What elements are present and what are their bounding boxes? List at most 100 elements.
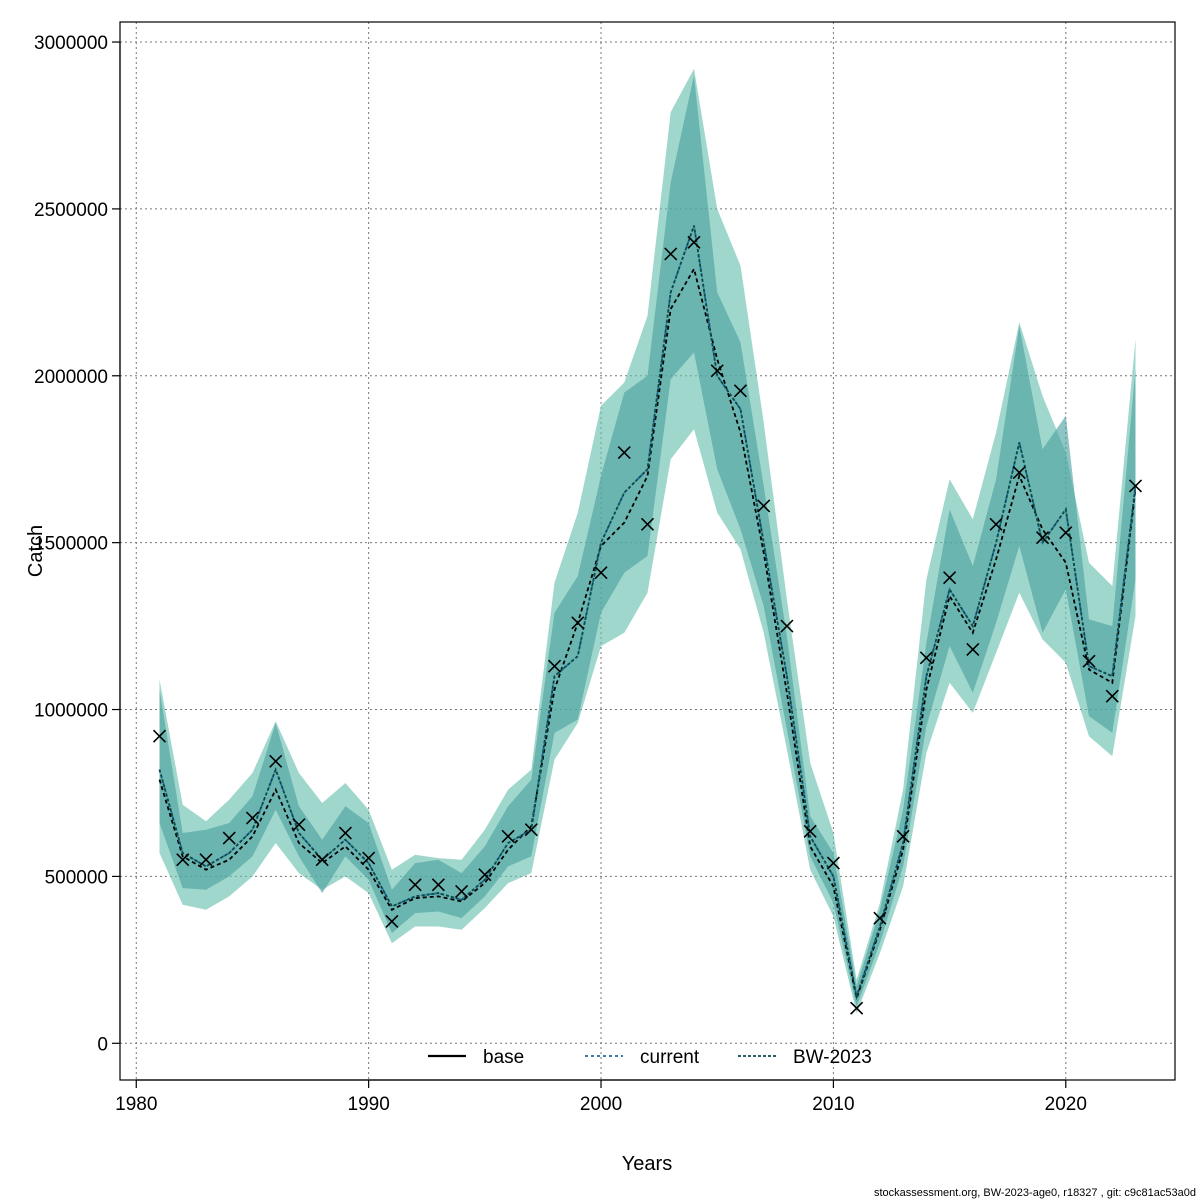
observed-point xyxy=(152,729,167,743)
y-tick-label: 1500000 xyxy=(34,534,108,555)
legend-label-0: base xyxy=(483,1047,524,1068)
observed-point-stroke xyxy=(757,499,771,513)
footer-text: stockassessment.org, BW-2023-age0, r1832… xyxy=(874,1187,1196,1199)
observed-point xyxy=(1082,654,1096,668)
observed-point xyxy=(640,517,655,531)
observed-point-stroke xyxy=(826,856,840,870)
legend: base current BW-2023 xyxy=(428,1047,872,1068)
observed-point xyxy=(757,499,771,513)
observed-point-stroke xyxy=(919,651,933,665)
y-tick-label: 3000000 xyxy=(34,33,108,54)
observed-point-stroke xyxy=(687,235,701,249)
observed-point xyxy=(408,878,422,892)
observed-point-stroke xyxy=(501,829,515,843)
observed-point-stroke xyxy=(385,914,399,929)
observed-point xyxy=(1035,531,1050,545)
observed-point xyxy=(547,659,562,673)
observed-point xyxy=(1012,466,1026,480)
observed-point xyxy=(850,1001,864,1015)
observed-point xyxy=(966,642,980,657)
inner-confidence-band xyxy=(159,75,1136,1007)
observed-point-stroke xyxy=(664,247,678,261)
observed-point-stroke xyxy=(362,851,376,865)
observed-point-stroke xyxy=(222,831,236,845)
observed-point-stroke xyxy=(152,729,167,743)
observed-point xyxy=(710,364,724,378)
observed-point xyxy=(826,856,840,870)
observed-point xyxy=(431,878,445,892)
observed-point-stroke xyxy=(315,853,329,867)
observed-point-stroke xyxy=(1035,531,1050,545)
observed-point-stroke xyxy=(594,566,608,580)
observed-point-stroke xyxy=(1059,526,1073,540)
observed-point-stroke xyxy=(1128,479,1143,493)
observed-point xyxy=(571,616,585,630)
y-axis-label: Catch xyxy=(25,525,47,577)
observed-point xyxy=(989,517,1003,531)
observed-point-stroke xyxy=(617,445,631,460)
observed-point-stroke xyxy=(873,911,887,925)
observed-point xyxy=(362,851,376,865)
observed-point-stroke xyxy=(338,826,352,840)
observed-point-stroke xyxy=(943,571,957,585)
observed-point xyxy=(594,566,608,580)
observed-point xyxy=(687,235,701,249)
observed-point-stroke xyxy=(478,868,492,882)
observed-point-stroke xyxy=(1105,689,1119,703)
observed-point-stroke xyxy=(245,811,260,825)
observed-point-stroke xyxy=(1012,466,1026,480)
x-tick-label: 2020 xyxy=(1045,1094,1087,1115)
observed-point-stroke xyxy=(455,884,469,898)
observed-point-stroke xyxy=(803,824,817,838)
x-tick-label: 2010 xyxy=(812,1094,854,1115)
observed-points xyxy=(152,235,1143,1015)
observed-point-stroke xyxy=(989,517,1003,531)
observed-point-stroke xyxy=(1082,654,1096,668)
observed-point-stroke xyxy=(571,616,585,630)
observed-point xyxy=(803,824,817,838)
observed-point xyxy=(269,754,283,768)
observed-point-stroke xyxy=(176,853,190,867)
observed-point xyxy=(315,853,329,867)
observed-point xyxy=(780,619,794,633)
x-tick-label: 2000 xyxy=(580,1094,622,1115)
observed-point xyxy=(199,853,213,867)
observed-point xyxy=(943,571,957,585)
observed-point-stroke xyxy=(896,829,910,843)
observed-point xyxy=(292,818,306,832)
observed-point xyxy=(1105,689,1119,703)
observed-point-stroke xyxy=(547,659,562,673)
y-tick-label: 0 xyxy=(97,1034,108,1055)
observed-point-stroke xyxy=(850,1001,864,1015)
observed-point xyxy=(176,853,190,867)
legend-label-1: current xyxy=(640,1047,700,1068)
observed-point xyxy=(338,826,352,840)
observed-point-stroke xyxy=(524,823,538,837)
confidence-bands xyxy=(159,68,1136,1014)
observed-point xyxy=(478,868,492,882)
legend-label-2: BW-2023 xyxy=(793,1047,872,1068)
observed-point xyxy=(617,445,631,460)
observed-point-stroke xyxy=(431,878,445,892)
observed-point xyxy=(455,884,469,898)
observed-point xyxy=(919,651,933,665)
y-tick-label: 500000 xyxy=(45,867,108,888)
series-line-0 xyxy=(158,266,1137,1002)
x-axis-label: Years xyxy=(622,1153,672,1175)
x-tick-label: 1990 xyxy=(348,1094,390,1115)
observed-point xyxy=(1128,479,1143,493)
observed-point xyxy=(896,829,910,843)
observed-point-stroke xyxy=(710,364,724,378)
observed-point xyxy=(873,911,887,925)
observed-point-stroke xyxy=(199,853,213,867)
observed-point xyxy=(222,831,236,845)
observed-point-stroke xyxy=(780,619,794,633)
observed-point-stroke xyxy=(292,818,306,832)
y-tick-label: 2000000 xyxy=(34,367,108,388)
observed-point xyxy=(245,811,260,825)
y-tick-label: 1000000 xyxy=(34,701,108,722)
x-tick-label: 1980 xyxy=(115,1094,157,1115)
y-tick-label: 2500000 xyxy=(34,200,108,221)
observed-point-stroke xyxy=(408,878,422,892)
